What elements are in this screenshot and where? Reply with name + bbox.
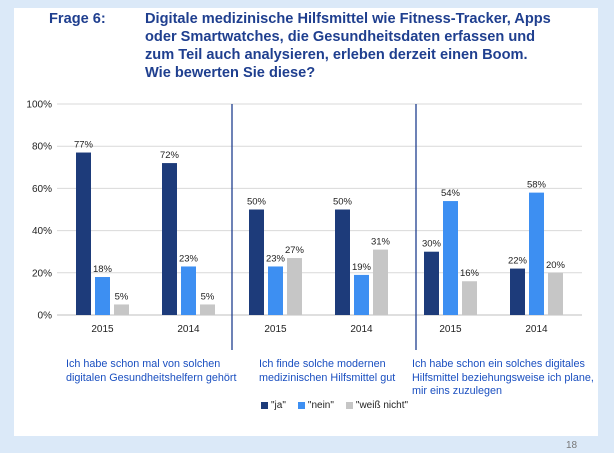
data-label: 23% — [266, 253, 286, 264]
bar — [548, 272, 563, 315]
x-tick-label: 2015 — [91, 324, 114, 335]
bar — [335, 209, 350, 315]
question-number: Frage 6: — [49, 11, 106, 27]
bar — [462, 281, 477, 315]
question-line: Wie bewerten Sie diese? — [145, 65, 316, 81]
bar — [95, 277, 110, 315]
group-caption: Ich finde solche modernen medizinischen … — [259, 358, 395, 385]
bar — [200, 304, 215, 315]
data-label: 27% — [285, 245, 305, 256]
data-label: 50% — [333, 197, 353, 208]
legend-swatch — [345, 402, 353, 409]
question-line: Digitale medizinische Hilfsmittel wie Fi… — [145, 11, 551, 27]
bar — [529, 192, 544, 315]
bar — [114, 304, 129, 315]
legend-swatch — [261, 402, 268, 409]
legend-item: "ja" — [261, 400, 286, 411]
legend-label: "weiß nicht" — [355, 400, 409, 411]
data-label: 20% — [546, 260, 566, 271]
data-label: 50% — [247, 197, 267, 208]
caption-line: Ich finde solche modernen — [259, 358, 386, 370]
y-tick-label: 20% — [32, 268, 52, 279]
group-caption: Ich habe schon mal von solchen digitalen… — [66, 358, 236, 385]
data-label: 77% — [74, 140, 94, 151]
slide — [14, 8, 598, 436]
y-tick-label: 0% — [38, 311, 53, 322]
caption-line: digitalen Gesundheitshelfern gehört — [66, 371, 237, 384]
y-tick-label: 80% — [32, 142, 52, 153]
data-label: 72% — [160, 150, 180, 161]
data-label: 16% — [460, 268, 480, 279]
bar — [249, 209, 264, 315]
x-tick-label: 2015 — [264, 324, 287, 335]
caption-line: Ich habe schon mal von solchen — [66, 358, 221, 370]
legend-item: "weiß nicht" — [345, 400, 409, 411]
x-tick-label: 2014 — [525, 324, 548, 335]
y-tick-label: 100% — [26, 100, 52, 111]
data-label: 31% — [371, 237, 391, 248]
y-tick-label: 60% — [32, 184, 52, 195]
bar — [424, 251, 439, 315]
question-line: zum Teil auch analysieren, erleben derze… — [145, 47, 528, 63]
group-caption: Ich habe schon ein solches digitales Hil… — [412, 358, 594, 399]
bar — [76, 152, 91, 315]
caption-line: medizinischen Hilfsmittel gut — [259, 371, 396, 384]
legend-label: "nein" — [307, 400, 334, 411]
bar — [354, 274, 369, 315]
bar — [287, 258, 302, 315]
data-label: 22% — [508, 256, 528, 267]
page-number: 18 — [566, 440, 578, 451]
bar — [268, 266, 283, 315]
caption-line: mir eins zuzulegen — [412, 385, 503, 397]
bar — [181, 266, 196, 315]
data-label: 5% — [201, 291, 215, 302]
data-label: 30% — [422, 239, 442, 250]
y-tick-label: 40% — [32, 226, 52, 237]
caption-line: Ich habe schon ein solches digitales — [412, 358, 585, 370]
x-tick-label: 2014 — [350, 324, 373, 335]
x-tick-label: 2014 — [177, 324, 200, 335]
bar — [373, 249, 388, 315]
legend-item: "nein" — [297, 400, 334, 411]
data-label: 5% — [115, 291, 129, 302]
caption-line: Hilfsmittel beziehungsweise ich plane, — [412, 371, 594, 384]
legend-swatch — [297, 402, 305, 409]
legend: "ja" "nein" "weiß nicht" — [261, 400, 408, 411]
data-label: 54% — [441, 188, 461, 199]
x-tick-label: 2015 — [439, 324, 462, 335]
question-text: Digitale medizinische Hilfsmittel wie Fi… — [145, 10, 575, 82]
data-label: 23% — [179, 253, 199, 264]
data-label: 19% — [352, 262, 372, 273]
bar — [510, 268, 525, 315]
legend-label: "ja" — [271, 400, 286, 411]
bar — [162, 163, 177, 315]
data-label: 18% — [93, 264, 113, 275]
question-line: oder Smartwatches, die Gesundheitsdaten … — [145, 29, 536, 45]
data-label: 58% — [527, 180, 547, 191]
bar — [443, 201, 458, 315]
